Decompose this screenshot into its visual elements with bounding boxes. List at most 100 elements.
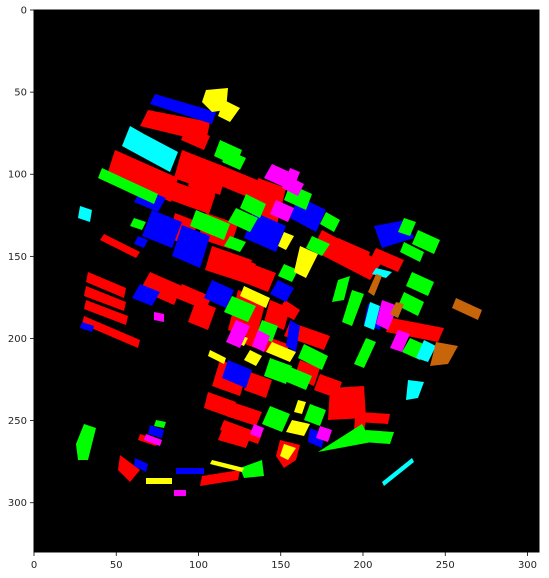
parcel-brown <box>452 298 482 320</box>
y-tick-label: 0 <box>21 6 27 17</box>
parcel-green <box>228 208 258 232</box>
parcel-blue <box>204 280 234 308</box>
axes: 0 50 100 150 200 250 300 0 50 100 150 200 250 300 <box>8 6 540 571</box>
parcel-brown <box>368 274 382 296</box>
parcel-red <box>328 386 366 420</box>
parcel-blue <box>176 468 204 474</box>
x-tick-label: 250 <box>436 560 455 571</box>
parcel-red <box>200 470 240 486</box>
y-tick-label: 300 <box>8 498 27 509</box>
parcel-green <box>224 296 256 322</box>
parcel-red <box>188 300 216 330</box>
image-axes <box>34 10 539 552</box>
parcel-cyan <box>416 340 436 362</box>
parcel-green <box>318 424 372 452</box>
x-tick-label: 150 <box>271 560 290 571</box>
y-tick-label: 150 <box>8 252 27 263</box>
parcel-red <box>332 238 370 274</box>
parcel-green <box>190 210 230 240</box>
parcel-green <box>400 242 424 262</box>
parcel-red <box>226 402 262 426</box>
parcel-red <box>118 455 140 482</box>
parcel-blue <box>134 236 148 248</box>
parcel-green <box>98 168 158 204</box>
parcel-red <box>86 272 126 298</box>
parcel-red <box>162 180 215 214</box>
parcel-magenta <box>154 312 164 322</box>
parcel-yellow <box>208 350 226 364</box>
parcel-magenta <box>376 300 398 330</box>
parcel-cyan <box>372 268 392 278</box>
parcel-red <box>386 318 444 342</box>
axes-frame <box>33 9 540 553</box>
parcel-blue <box>132 284 160 306</box>
parcel-magenta <box>390 330 410 352</box>
parcel-cyan <box>382 458 414 486</box>
y-tick-label: 100 <box>8 170 27 181</box>
parcel-red <box>244 372 272 398</box>
parcel-yellow <box>244 350 262 366</box>
parcel-green <box>298 344 328 370</box>
parcel-blue <box>270 280 294 302</box>
parcel-red <box>314 374 342 398</box>
x-tick-label: 100 <box>189 560 208 571</box>
parcel-blue <box>222 360 252 388</box>
y-tick-label: 50 <box>14 88 27 99</box>
parcel-green <box>240 460 264 478</box>
parcel-green <box>398 218 416 236</box>
parcel-yellow <box>280 444 296 460</box>
parcel-red <box>218 430 250 448</box>
parcel-green <box>412 230 440 254</box>
parcel-blue <box>142 210 182 248</box>
parcel-cyan <box>406 380 424 400</box>
parcel-green <box>282 366 312 390</box>
parcel-red <box>264 300 290 330</box>
parcel-blue <box>134 458 148 472</box>
image-background <box>34 10 539 552</box>
parcel-green <box>320 212 340 232</box>
parcel-green <box>240 194 266 218</box>
parcel-yellow <box>210 460 244 472</box>
parcel-green <box>304 404 326 426</box>
parcel-green <box>224 236 246 252</box>
parcel-red <box>82 316 140 348</box>
parcel-red <box>358 412 390 424</box>
parcel-green <box>342 290 364 326</box>
parcel-green <box>354 338 376 368</box>
parcel-red <box>181 126 210 150</box>
parcel-yellow <box>294 400 306 414</box>
parcel-green <box>362 430 394 444</box>
parcel-red <box>100 234 140 258</box>
parcel-yellow <box>240 286 270 308</box>
parcel-green <box>398 292 424 316</box>
parcel-yellow <box>218 100 240 122</box>
parcel-yellow <box>286 420 310 436</box>
parcel-green <box>154 420 166 428</box>
parcel-red <box>84 300 128 325</box>
parcel-yellow <box>202 88 228 112</box>
parcel-yellow <box>266 342 296 362</box>
parcel-magenta <box>250 424 264 438</box>
parcel-red <box>226 262 250 282</box>
y-tick-label: 250 <box>8 416 27 427</box>
parcel-red <box>245 264 276 292</box>
y-tick-label: 200 <box>8 334 27 345</box>
parcel-red <box>107 150 178 202</box>
parcel-magenta <box>282 176 304 196</box>
parcel-red <box>370 248 404 272</box>
parcel-red <box>188 158 222 198</box>
parcel-blue <box>150 94 216 124</box>
parcel-red <box>221 168 262 200</box>
parcel-cyan <box>122 126 178 172</box>
parcel-red <box>140 272 182 305</box>
x-tick-label: 50 <box>110 560 123 571</box>
parcel-magenta <box>174 490 186 496</box>
parcel-blue <box>286 320 300 352</box>
parcel-magenta <box>144 434 162 446</box>
parcel-magenta <box>252 330 270 352</box>
parcel-green <box>262 406 290 432</box>
parcel-green <box>222 150 246 170</box>
parcel-blue <box>148 425 164 438</box>
parcel-cyan <box>364 302 380 330</box>
